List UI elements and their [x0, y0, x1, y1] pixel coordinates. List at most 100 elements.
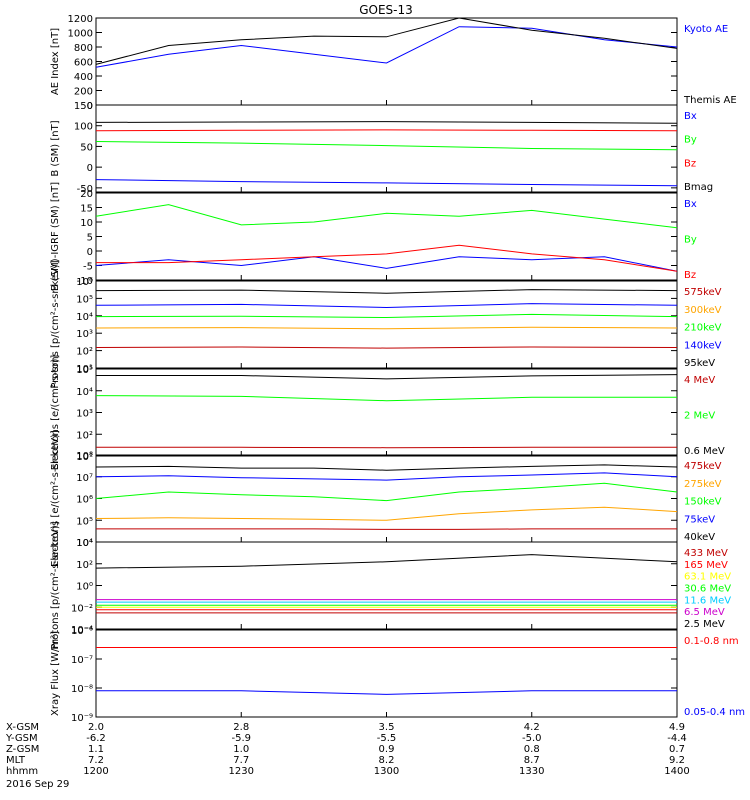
ephem-label-x-gsm: X-GSM [6, 722, 39, 733]
ephem-value: 0.9 [379, 744, 395, 755]
series-0-6-mev [96, 374, 678, 380]
y-tick-label: 1000 [68, 29, 93, 40]
ephem-value: -5.5 [377, 733, 397, 744]
series-140kev [95, 303, 678, 309]
ephem-value: 4.9 [669, 722, 685, 733]
legend-bz: Bz [684, 270, 696, 281]
panel-4: 10¹ 10² 10³ 10⁴ 10⁵ 10⁶ Protons [p/(cm²-s-sr-k… [50, 260, 722, 388]
series-2-5-mev [95, 554, 678, 569]
ephem-value: 1330 [519, 766, 544, 777]
y-tick-label: 200 [74, 87, 93, 98]
ephem-value: 1400 [664, 766, 689, 777]
panel-frame [95, 280, 678, 369]
y-tick-label: 10⁴ [76, 312, 93, 323]
legend-140kev: 140keV [684, 340, 722, 351]
legend-by: By [684, 135, 697, 146]
date-label: 2016 Sep 29 [6, 779, 69, 790]
y-tick-label: 10² [76, 560, 93, 571]
legend-bx: Bx [684, 199, 697, 210]
y-tick-label: 10⁶ [76, 277, 93, 288]
legend-150kev: 150keV [684, 497, 722, 508]
y-tick-label: 100 [74, 122, 93, 133]
series-by [95, 204, 678, 229]
series-bz [95, 129, 678, 132]
ephem-value: 7.7 [233, 755, 249, 766]
legend-30-6-mev: 30.6 MeV [684, 584, 731, 595]
ephem-value: 0.7 [669, 744, 685, 755]
y-tick-label: 10⁵ [76, 516, 93, 527]
y-tick-label: 10⁻⁴ [71, 625, 93, 636]
y-tick-label: -10 [77, 276, 93, 287]
series-0-05-0-4-nm [96, 690, 677, 695]
legend-themis-ae: Themis AE [683, 95, 737, 106]
y-tick-label: -5 [83, 262, 93, 273]
y-tick-label: 10⁶ [76, 495, 93, 506]
series-475kev [96, 528, 677, 530]
legend-575kev: 575keV [684, 287, 722, 298]
panel-frame [95, 368, 678, 457]
y-tick-label: 10⁵ [76, 365, 93, 376]
y-tick-label: 10⁵ [76, 294, 93, 305]
series-bz [96, 244, 678, 272]
legend-300kev: 300keV [684, 305, 722, 316]
y-tick-label: 10⁴ [76, 538, 93, 549]
ephem-value: -6.2 [86, 733, 106, 744]
y-tick-label: 10¹ [76, 364, 93, 375]
legend-0-1-0-8-nm: 0.1-0.8 nm [684, 636, 739, 647]
y-tick-label: 10⁻² [71, 603, 93, 614]
legend-63-1-mev: 63.1 MeV [684, 572, 731, 583]
ephem-value: -5.9 [231, 733, 251, 744]
legend-210kev: 210keV [684, 323, 722, 334]
ephem-value: 9.2 [669, 755, 685, 766]
ephem-value: 1.0 [233, 744, 249, 755]
panel-5: 10¹ 10² 10³ 10⁴ 10⁵ Electrons [e/(cm²-s-sr)] 4… [50, 355, 725, 471]
y-axis-label: Xray Flux [W/m²] [50, 631, 61, 716]
ephem-value: 3.5 [379, 722, 395, 733]
legend-6-5-mev: 6.5 MeV [684, 607, 725, 618]
y-tick-label: 10² [76, 430, 93, 441]
panel-6: 10⁴ 10⁵ 10⁶ 10⁷ 10⁸ Electrons [e/(cm²-s-sr-ke… [50, 430, 722, 567]
y-tick-label: 10 [80, 218, 93, 229]
legend-475kev: 475keV [684, 461, 722, 472]
legend-11-6-mev: 11.6 MeV [684, 595, 731, 606]
y-tick-label: 50 [80, 142, 93, 153]
legend-165-mev: 165 MeV [684, 560, 728, 571]
series-275kev [95, 506, 678, 521]
series-by [95, 141, 678, 151]
legend-bx: Bx [684, 111, 697, 122]
legend-bmag: Bmag [684, 182, 713, 193]
y-tick-label: 10⁰ [76, 582, 93, 593]
y-tick-label: 800 [74, 43, 93, 54]
ephem-value: 7.2 [88, 755, 104, 766]
ephem-label-z-gsm: Z-GSM [6, 744, 39, 755]
y-tick-label: 10³ [76, 409, 93, 420]
y-tick-label: 0 [87, 101, 93, 112]
y-tick-label: 5 [87, 233, 93, 244]
series-95kev [95, 289, 678, 294]
y-tick-label: 10⁴ [76, 387, 93, 398]
y-tick-label: 10⁻⁹ [71, 713, 93, 724]
legend-2-mev: 2 MeV [684, 411, 715, 422]
legend-0-05-0-4-nm: 0.05-0.4 nm [684, 707, 745, 718]
y-axis-label: Electrons [e/(cm²-s-sr-keV)] [50, 430, 61, 567]
legend-by: By [684, 235, 697, 246]
panel-2: -50 0 50 100 150 B (SM) [nT] Bx By Bz Bmag [50, 101, 713, 195]
y-axis-label: Protons [p/(cm²-s-sr-keV)] [50, 521, 61, 649]
ephem-value: -4.4 [667, 733, 687, 744]
y-tick-label: 10⁷ [76, 473, 93, 484]
y-tick-label: 150 [74, 101, 93, 112]
ephem-value: 2.0 [88, 722, 104, 733]
series-themis-ae [95, 17, 678, 65]
series-575kev [95, 346, 678, 349]
y-tick-label: 20 [80, 189, 93, 200]
y-axis-label: B (SM)-IGRF (SM) [nT] [50, 182, 61, 291]
ephem-label-y-gsm: Y-GSM [5, 733, 38, 744]
legend-275kev: 275keV [684, 479, 722, 490]
y-tick-label: 600 [74, 58, 93, 69]
legend-4-mev: 4 MeV [684, 375, 715, 386]
ephem-value: 1300 [374, 766, 399, 777]
y-axis-label: AE Index [nT] [50, 28, 61, 95]
series-40kev [95, 464, 678, 471]
y-tick-label: 1200 [68, 14, 93, 25]
